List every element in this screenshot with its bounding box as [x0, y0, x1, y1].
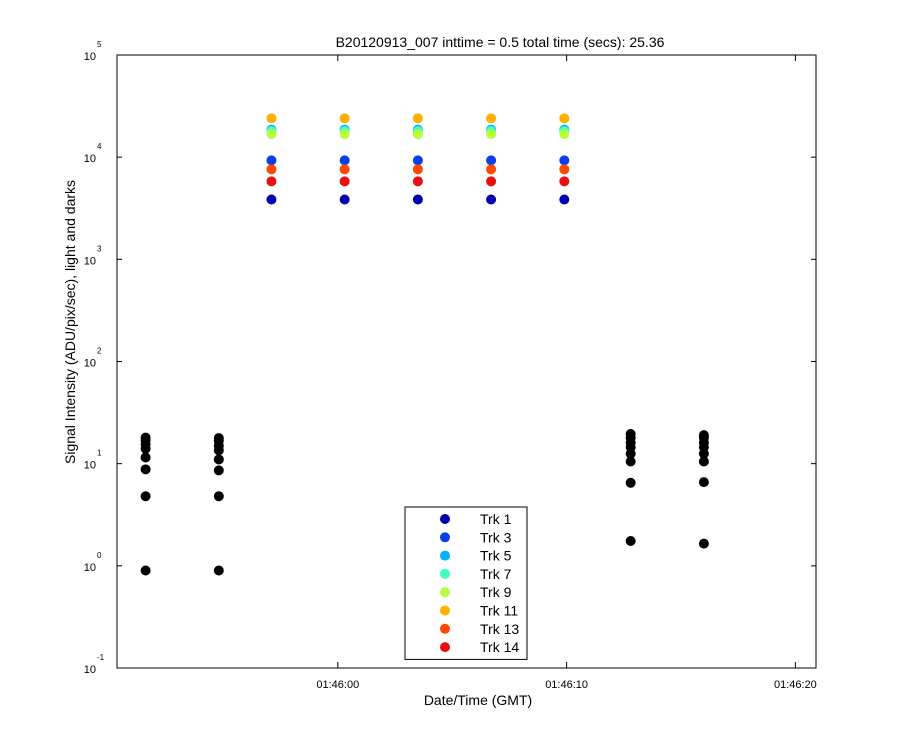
x-tick-label: 01:46:10 [545, 679, 588, 691]
dark-point [213, 491, 224, 502]
legend-label: Trk 14 [480, 639, 519, 655]
y-tick-exponent: 0 [97, 551, 102, 560]
dark-point [213, 565, 224, 576]
y-tick-label: 10 [84, 460, 96, 472]
dark-point [140, 452, 151, 463]
x-tick-label: 01:46:20 [774, 679, 817, 691]
legend-label: Trk 9 [480, 584, 512, 600]
series-point-trk-3 [412, 155, 423, 166]
series-point-trk-3 [559, 155, 570, 166]
dark-point [625, 456, 636, 467]
y-tick-exponent: 1 [97, 449, 102, 458]
dark-point [698, 456, 709, 467]
y-tick-exponent: 4 [97, 142, 102, 151]
legend-marker [440, 605, 450, 616]
series-point-trk-1 [339, 194, 350, 205]
y-tick-label: 10 [84, 255, 96, 267]
dark-point [625, 429, 636, 440]
y-tick-label: 10 [84, 562, 96, 574]
series-point-trk-14 [266, 176, 277, 187]
series-point-trk-11 [486, 113, 497, 124]
y-tick-label: 10 [84, 664, 96, 676]
series-point-trk-11 [412, 113, 423, 124]
dark-point [140, 432, 151, 443]
series-point-trk-14 [559, 176, 570, 187]
y-axis-label: Signal Intensity (ADU/pix/sec), light an… [62, 180, 78, 464]
series-point-trk-9 [266, 129, 277, 140]
dark-point [698, 538, 709, 549]
series-point-trk-14 [486, 176, 497, 187]
y-tick-exponent: -1 [97, 653, 105, 662]
series-point-trk-1 [559, 194, 570, 205]
y-tick-label: 10 [84, 153, 96, 165]
series-point-trk-13 [266, 164, 277, 175]
dark-point [213, 433, 224, 444]
y-tick-label: 10 [84, 51, 96, 63]
legend-marker [440, 532, 450, 543]
dark-point [625, 536, 636, 547]
series-point-trk-11 [339, 113, 350, 124]
legend-marker [440, 587, 450, 598]
series-point-trk-3 [266, 155, 277, 166]
chart-title: B20120913_007 inttime = 0.5 total time (… [336, 34, 665, 50]
series-point-trk-13 [486, 164, 497, 175]
series-point-trk-9 [559, 129, 570, 140]
series-point-trk-11 [266, 113, 277, 124]
x-axis-label: Date/Time (GMT) [424, 692, 532, 708]
y-tick-exponent: 2 [97, 347, 102, 356]
y-tick-exponent: 5 [97, 40, 102, 49]
dark-point [698, 477, 709, 488]
legend-marker [440, 514, 450, 524]
data-points [140, 113, 709, 576]
series-point-trk-14 [339, 176, 350, 187]
series-point-trk-9 [412, 129, 423, 140]
series-point-trk-1 [486, 194, 497, 205]
legend-marker [440, 550, 450, 561]
legend-label: Trk 7 [480, 566, 512, 582]
dark-point [140, 491, 151, 502]
series-point-trk-1 [412, 194, 423, 205]
dark-point [213, 454, 224, 465]
legend-label: Trk 5 [480, 548, 512, 564]
legend-label: Trk 1 [480, 511, 512, 527]
x-tick-label: 01:46:00 [316, 679, 359, 691]
series-point-trk-11 [559, 113, 570, 124]
y-tick-label: 10 [84, 358, 96, 370]
legend-marker [440, 642, 450, 653]
series-point-trk-1 [266, 194, 277, 205]
series-point-trk-9 [339, 129, 350, 140]
dark-point [625, 477, 636, 488]
dark-point [140, 464, 151, 475]
series-point-trk-3 [486, 155, 497, 166]
dark-point [698, 430, 709, 441]
legend: Trk 1 Trk 3 Trk 5 Trk 7 Trk 9 Trk 11 Trk 13 Trk… [404, 506, 528, 660]
dark-point [140, 565, 151, 576]
series-point-trk-9 [486, 129, 497, 140]
legend-box [404, 506, 528, 660]
series-point-trk-13 [412, 164, 423, 175]
legend-marker [440, 623, 450, 634]
legend-label: Trk 3 [480, 529, 512, 545]
series-point-trk-13 [559, 164, 570, 175]
legend-label: Trk 11 [480, 603, 518, 619]
legend-marker [440, 568, 450, 579]
series-point-trk-13 [339, 164, 350, 175]
legend-label: Trk 13 [480, 621, 519, 637]
y-tick-exponent: 3 [97, 244, 102, 253]
series-point-trk-3 [339, 155, 350, 166]
series-point-trk-14 [412, 176, 423, 187]
dark-point [213, 465, 224, 476]
